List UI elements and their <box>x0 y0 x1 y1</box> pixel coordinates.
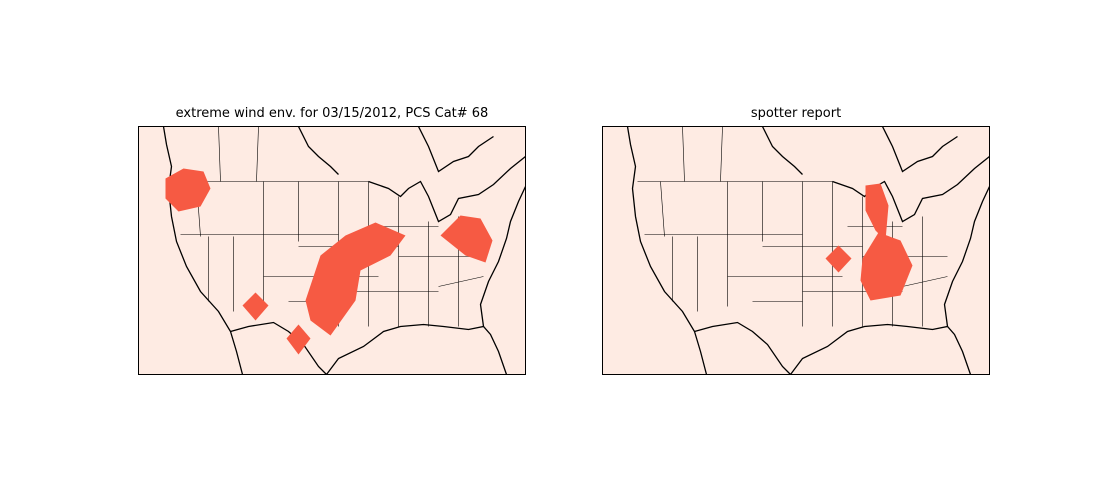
report-area <box>860 232 913 301</box>
risk-area <box>305 222 406 336</box>
risk-area <box>440 215 493 263</box>
report-area <box>865 183 889 241</box>
risk-area <box>242 292 269 321</box>
risk-area <box>286 324 311 355</box>
report-area <box>825 245 852 273</box>
map-panel <box>602 126 990 375</box>
map-panel <box>138 126 526 375</box>
panel-title: extreme wind env. for 03/15/2012, PCS Ca… <box>175 106 489 121</box>
panel-title: spotter report <box>750 106 842 121</box>
risk-area <box>165 168 211 212</box>
